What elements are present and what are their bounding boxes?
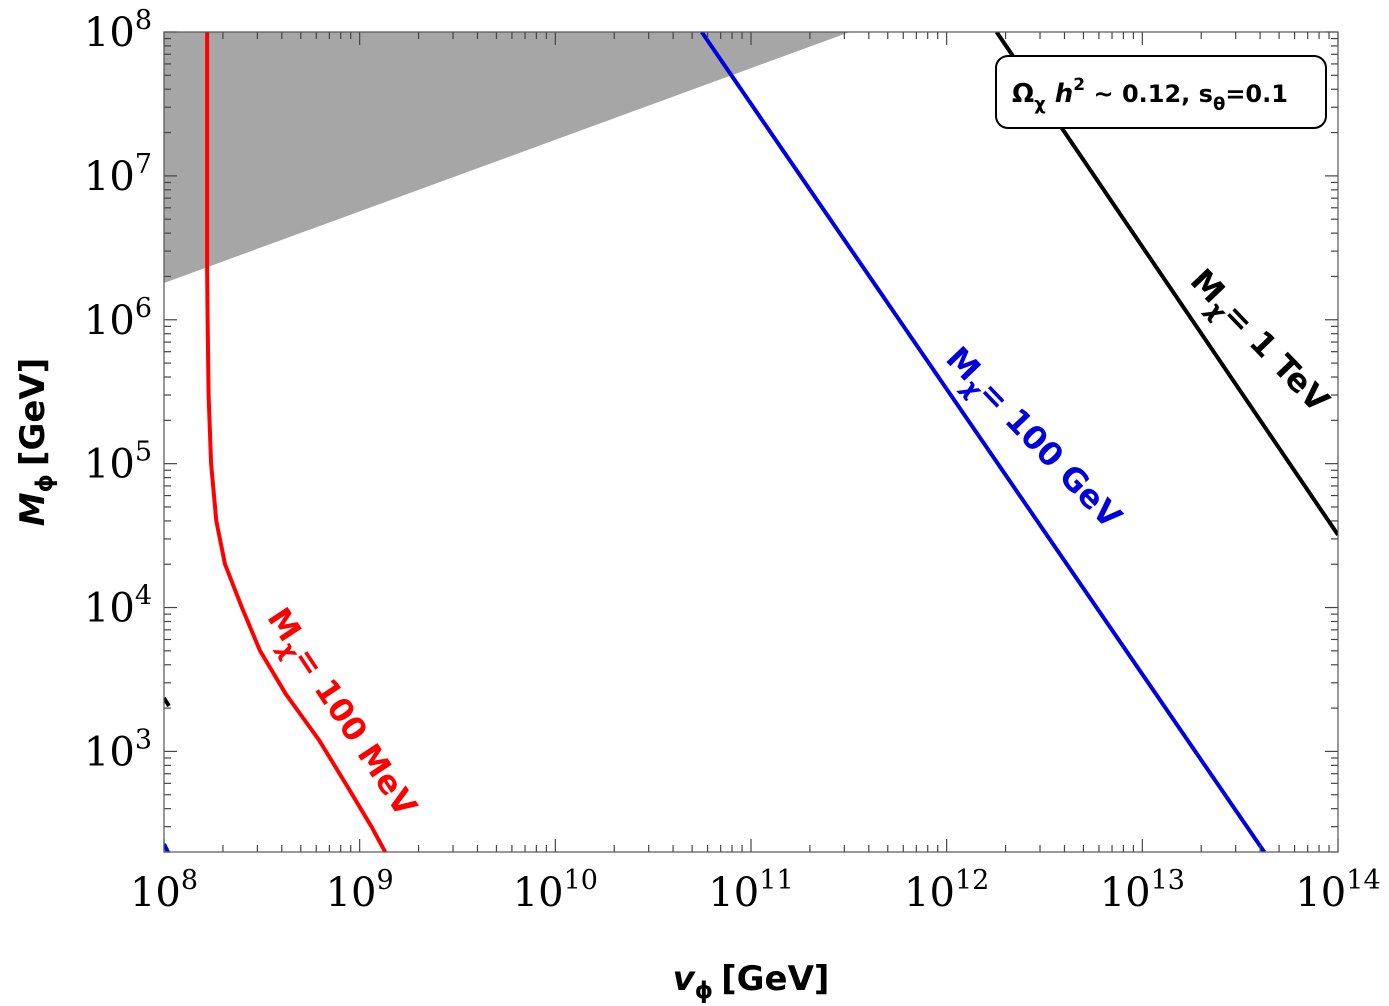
- x-tick-label-base: 10: [326, 870, 377, 916]
- x-tick-label-exponent: 10: [564, 865, 598, 896]
- x-tick-label-base: 10: [708, 870, 759, 916]
- blue-curve-fragment: [164, 843, 170, 852]
- legend-frame: [995, 55, 1327, 129]
- y-tick-label-base: 10: [84, 154, 135, 200]
- y-axis-title-main: M: [13, 492, 53, 526]
- x-axis-title-unit: [GeV]: [721, 959, 829, 999]
- legend-end: =0.1: [1225, 80, 1288, 108]
- tick-labels-layer: 108 109 1010 1011 1012 1013 101410310410510610…: [84, 5, 1381, 916]
- x-tick-label: 1014: [1295, 865, 1380, 916]
- y-tick-label-base: 10: [84, 298, 135, 344]
- curve-mchi-100gev: [700, 32, 1266, 852]
- legend-mid: ~ 0.12, s: [1085, 80, 1213, 108]
- y-tick-label: 104: [84, 581, 152, 632]
- y-tick-label-exponent: 6: [135, 293, 152, 324]
- black-curve-fragment: [164, 696, 171, 708]
- x-tick-label: 1013: [1100, 865, 1185, 916]
- legend-omega-sub: χ: [1034, 94, 1046, 115]
- curve-mchi-100mev: [205, 32, 387, 852]
- y-tick-label-base: 10: [84, 586, 135, 632]
- y-tick-label: 107: [84, 149, 152, 200]
- x-tick-label-exponent: 14: [1346, 865, 1380, 896]
- x-axis-title-main: v: [673, 959, 697, 999]
- y-tick-label-exponent: 4: [135, 581, 152, 612]
- x-tick-label-exponent: 12: [955, 865, 989, 896]
- x-tick-label-base: 10: [130, 870, 181, 916]
- x-tick-label-base: 10: [904, 870, 955, 916]
- y-tick-label-exponent: 5: [135, 437, 152, 468]
- x-axis-title-sub: ϕ: [695, 978, 713, 1004]
- x-tick-label: 109: [326, 865, 394, 916]
- legend-label: Ωχ h2 ~ 0.12, sθ=0.1: [1012, 75, 1288, 115]
- x-tick-label: 1011: [708, 865, 793, 916]
- x-tick-label-exponent: 13: [1151, 865, 1185, 896]
- excluded-region: [164, 32, 850, 283]
- x-tick-label-exponent: 9: [377, 865, 394, 896]
- y-tick-label-exponent: 3: [135, 724, 152, 755]
- legend-s-sub: θ: [1213, 94, 1225, 115]
- y-tick-label-exponent: 8: [135, 5, 152, 36]
- x-tick-label: 1010: [513, 865, 598, 916]
- y-tick-label: 108: [84, 5, 152, 56]
- y-tick-label-exponent: 7: [135, 149, 152, 180]
- y-tick-label-base: 10: [84, 729, 135, 775]
- y-tick-label-base: 10: [84, 10, 135, 56]
- x-tick-label-base: 10: [513, 870, 564, 916]
- y-tick-label: 105: [84, 437, 152, 488]
- legend-h: h: [1046, 79, 1074, 109]
- y-axis-title: Mϕ [GeV]: [13, 358, 58, 527]
- y-tick-label-base: 10: [84, 442, 135, 488]
- legend-h-sup: 2: [1073, 75, 1085, 95]
- legend-box: Ωχ h2 ~ 0.12, sθ=0.1: [995, 55, 1327, 129]
- y-axis-title-unit: [GeV]: [13, 358, 53, 466]
- x-tick-label: 108: [130, 865, 198, 916]
- y-axis-title-sub: ϕ: [32, 474, 58, 492]
- excluded-region-layer: [164, 32, 850, 283]
- x-tick-label-base: 10: [1100, 870, 1151, 916]
- y-tick-label: 103: [84, 724, 152, 775]
- y-tick-label: 106: [84, 293, 152, 344]
- x-axis-title: vϕ [GeV]: [673, 959, 830, 1004]
- x-tick-label-exponent: 8: [181, 865, 198, 896]
- x-tick-label: 1012: [904, 865, 989, 916]
- x-tick-label-base: 10: [1295, 870, 1346, 916]
- plot-frame: [163, 31, 1339, 853]
- x-tick-label-exponent: 11: [759, 865, 793, 896]
- legend-omega: Ω: [1012, 79, 1034, 109]
